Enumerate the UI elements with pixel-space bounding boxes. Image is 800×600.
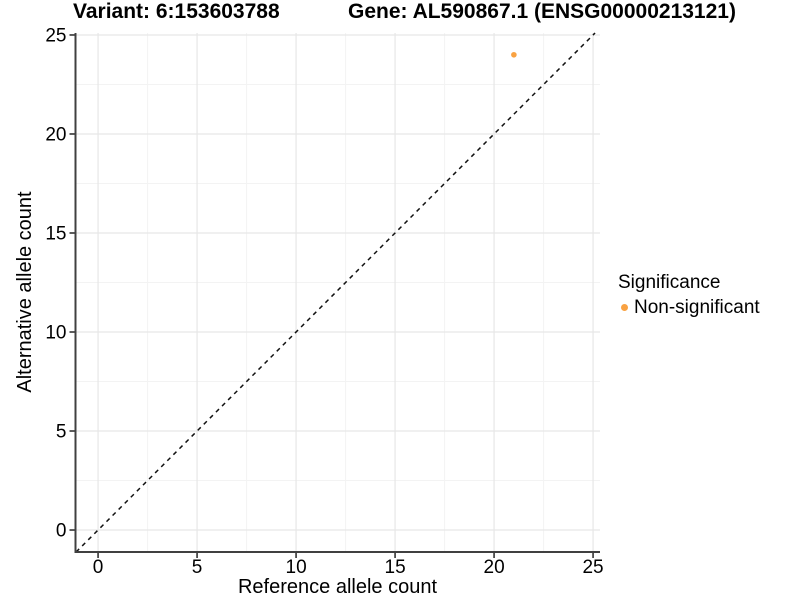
legend-title: Significance <box>618 272 721 293</box>
x-axis-title: Reference allele count <box>237 576 437 598</box>
y-tick-label: 0 <box>56 521 67 542</box>
identity-line <box>75 32 596 553</box>
x-tick-label: 15 <box>385 557 406 578</box>
data-point <box>511 51 517 58</box>
plot-title-variant: Variant: 6:153603788 <box>73 0 280 23</box>
y-axis-title: Alternative allele count <box>14 191 36 393</box>
y-tick-label: 20 <box>45 124 66 145</box>
y-tick-label: 15 <box>45 223 66 244</box>
y-tick-label: 25 <box>45 25 66 46</box>
x-tick-label: 20 <box>484 557 505 578</box>
y-tick-label: 10 <box>45 323 66 344</box>
y-tick-label: 5 <box>56 422 67 443</box>
x-tick-label: 10 <box>286 557 307 578</box>
plot-title-gene: Gene: AL590867.1 (ENSG00000213121) <box>348 0 736 23</box>
legend-item-label: Non-significant <box>634 297 760 318</box>
x-tick-label: 5 <box>192 557 203 578</box>
x-tick-label: 0 <box>93 557 104 578</box>
legend: Significance Non-significant <box>618 273 760 318</box>
legend-item: Non-significant <box>618 297 760 318</box>
legend-point-icon <box>621 304 628 311</box>
x-tick-label: 25 <box>582 557 603 578</box>
